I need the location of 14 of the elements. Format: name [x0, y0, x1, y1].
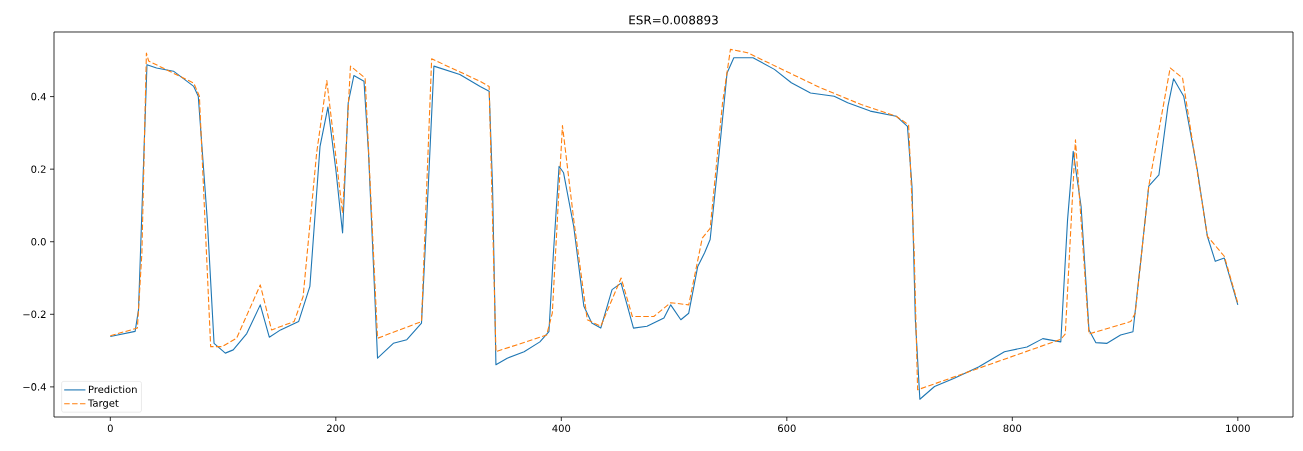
y-tick-label: 0.0	[31, 237, 46, 246]
x-tick-label: 600	[778, 424, 796, 433]
x-tick-label: 400	[552, 424, 571, 433]
y-tick-label: −0.2	[23, 310, 46, 319]
x-tick-label: 800	[1003, 424, 1022, 433]
x-tick-label: 0	[107, 424, 113, 433]
legend-label: Target	[87, 399, 119, 409]
y-tick-label: 0.2	[31, 165, 46, 173]
y-tick-label: 0.4	[31, 92, 46, 101]
x-tick-label: 200	[327, 424, 345, 433]
chart-title: ESR=0.008893	[629, 15, 718, 25]
legend-label: Prediction	[88, 385, 137, 394]
x-tick-label: 1000	[1226, 424, 1250, 433]
y-tick-label: −0.4	[23, 383, 46, 391]
